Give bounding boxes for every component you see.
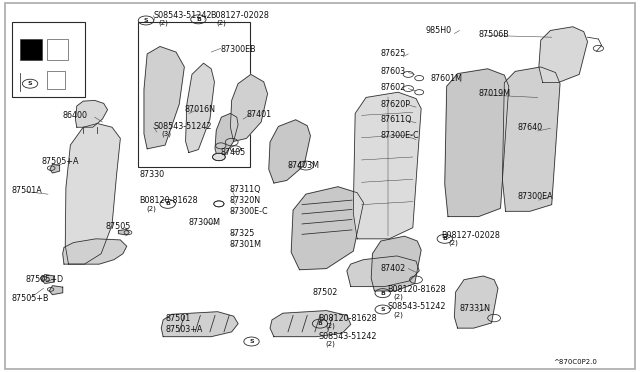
Text: 87620P: 87620P bbox=[381, 100, 411, 109]
Text: 87505+B: 87505+B bbox=[12, 294, 49, 303]
Polygon shape bbox=[539, 27, 588, 83]
Polygon shape bbox=[144, 46, 184, 149]
Text: 87016N: 87016N bbox=[184, 105, 215, 114]
Polygon shape bbox=[502, 67, 560, 211]
Text: B08120-81628: B08120-81628 bbox=[387, 285, 446, 294]
Text: B: B bbox=[196, 17, 201, 22]
Polygon shape bbox=[371, 236, 421, 291]
Text: 87405: 87405 bbox=[221, 148, 246, 157]
Text: (2): (2) bbox=[146, 205, 156, 212]
Polygon shape bbox=[269, 120, 310, 183]
Text: (2): (2) bbox=[325, 341, 335, 347]
Text: 87505+D: 87505+D bbox=[26, 275, 64, 284]
Text: 87611Q: 87611Q bbox=[381, 115, 412, 124]
Text: S08543-51242: S08543-51242 bbox=[154, 122, 212, 131]
Text: 87505+A: 87505+A bbox=[42, 157, 79, 166]
Polygon shape bbox=[353, 92, 421, 239]
Text: 87300EA: 87300EA bbox=[517, 192, 553, 201]
Text: 87331N: 87331N bbox=[460, 304, 490, 312]
Text: B08120-81628: B08120-81628 bbox=[140, 196, 198, 205]
Text: (2): (2) bbox=[448, 239, 458, 246]
Polygon shape bbox=[50, 164, 60, 173]
Bar bbox=[12, 22, 85, 97]
Polygon shape bbox=[49, 286, 63, 295]
Text: (2): (2) bbox=[394, 294, 403, 300]
Text: 87300E-C: 87300E-C bbox=[229, 207, 268, 216]
Text: 87300E-C: 87300E-C bbox=[381, 131, 419, 140]
Text: 87501A: 87501A bbox=[12, 186, 42, 195]
Text: S: S bbox=[143, 18, 148, 23]
Text: 87505: 87505 bbox=[106, 222, 131, 231]
Text: 87402: 87402 bbox=[381, 264, 406, 273]
Text: B: B bbox=[380, 291, 385, 296]
Text: (2): (2) bbox=[394, 311, 403, 318]
Text: B: B bbox=[442, 236, 447, 241]
Bar bbox=[47, 71, 65, 89]
Text: B: B bbox=[317, 321, 323, 326]
Text: S: S bbox=[380, 307, 385, 312]
Polygon shape bbox=[291, 187, 364, 270]
Text: 87300EB: 87300EB bbox=[221, 45, 257, 54]
Text: 87601M: 87601M bbox=[430, 74, 462, 83]
Polygon shape bbox=[76, 100, 108, 127]
Circle shape bbox=[214, 201, 224, 207]
Bar bbox=[138, 22, 250, 167]
Polygon shape bbox=[347, 256, 419, 286]
Text: 87503+A: 87503+A bbox=[165, 325, 202, 334]
Text: 985H0: 985H0 bbox=[426, 26, 452, 35]
Polygon shape bbox=[161, 312, 238, 337]
Text: ^870C0P2.0: ^870C0P2.0 bbox=[554, 359, 598, 365]
Bar bbox=[47, 39, 68, 60]
Text: 87311Q: 87311Q bbox=[229, 185, 260, 194]
Polygon shape bbox=[118, 230, 129, 235]
Text: B: B bbox=[165, 201, 170, 206]
Text: 87625: 87625 bbox=[381, 49, 406, 58]
Text: S: S bbox=[28, 81, 33, 86]
Text: (2): (2) bbox=[159, 20, 168, 26]
Text: B08127-02028: B08127-02028 bbox=[442, 231, 500, 240]
Text: 87501: 87501 bbox=[165, 314, 190, 323]
Polygon shape bbox=[270, 311, 351, 337]
Text: 87019M: 87019M bbox=[479, 89, 511, 98]
Polygon shape bbox=[42, 275, 54, 283]
Text: 87320N: 87320N bbox=[229, 196, 260, 205]
Text: (2): (2) bbox=[325, 322, 335, 329]
Bar bbox=[20, 39, 42, 60]
Text: (3): (3) bbox=[161, 131, 172, 137]
Text: S: S bbox=[249, 339, 254, 344]
Text: 87401: 87401 bbox=[246, 110, 271, 119]
Text: 87602: 87602 bbox=[381, 83, 406, 92]
Polygon shape bbox=[445, 69, 509, 217]
Polygon shape bbox=[65, 124, 120, 264]
Polygon shape bbox=[63, 239, 127, 264]
Text: S08543-51242: S08543-51242 bbox=[387, 302, 445, 311]
Text: 87502: 87502 bbox=[312, 288, 338, 296]
Text: 87301M: 87301M bbox=[229, 240, 261, 249]
Polygon shape bbox=[186, 63, 214, 153]
Polygon shape bbox=[454, 276, 498, 328]
Text: 86400: 86400 bbox=[63, 111, 88, 120]
Polygon shape bbox=[215, 113, 238, 158]
Circle shape bbox=[212, 153, 225, 161]
Text: 87403M: 87403M bbox=[288, 161, 320, 170]
Text: 87640: 87640 bbox=[517, 123, 542, 132]
Text: B08127-02028: B08127-02028 bbox=[210, 11, 269, 20]
Text: 87300M: 87300M bbox=[189, 218, 221, 227]
Text: S08543-51242: S08543-51242 bbox=[154, 11, 212, 20]
Text: 87603: 87603 bbox=[381, 67, 406, 76]
Text: (2): (2) bbox=[216, 20, 226, 26]
Text: B08120-81628: B08120-81628 bbox=[319, 314, 378, 323]
Text: 87506B: 87506B bbox=[479, 30, 509, 39]
Polygon shape bbox=[230, 74, 268, 141]
Text: 87325: 87325 bbox=[229, 229, 255, 238]
Text: 87330: 87330 bbox=[140, 170, 164, 179]
Text: S08543-51242: S08543-51242 bbox=[319, 332, 377, 341]
